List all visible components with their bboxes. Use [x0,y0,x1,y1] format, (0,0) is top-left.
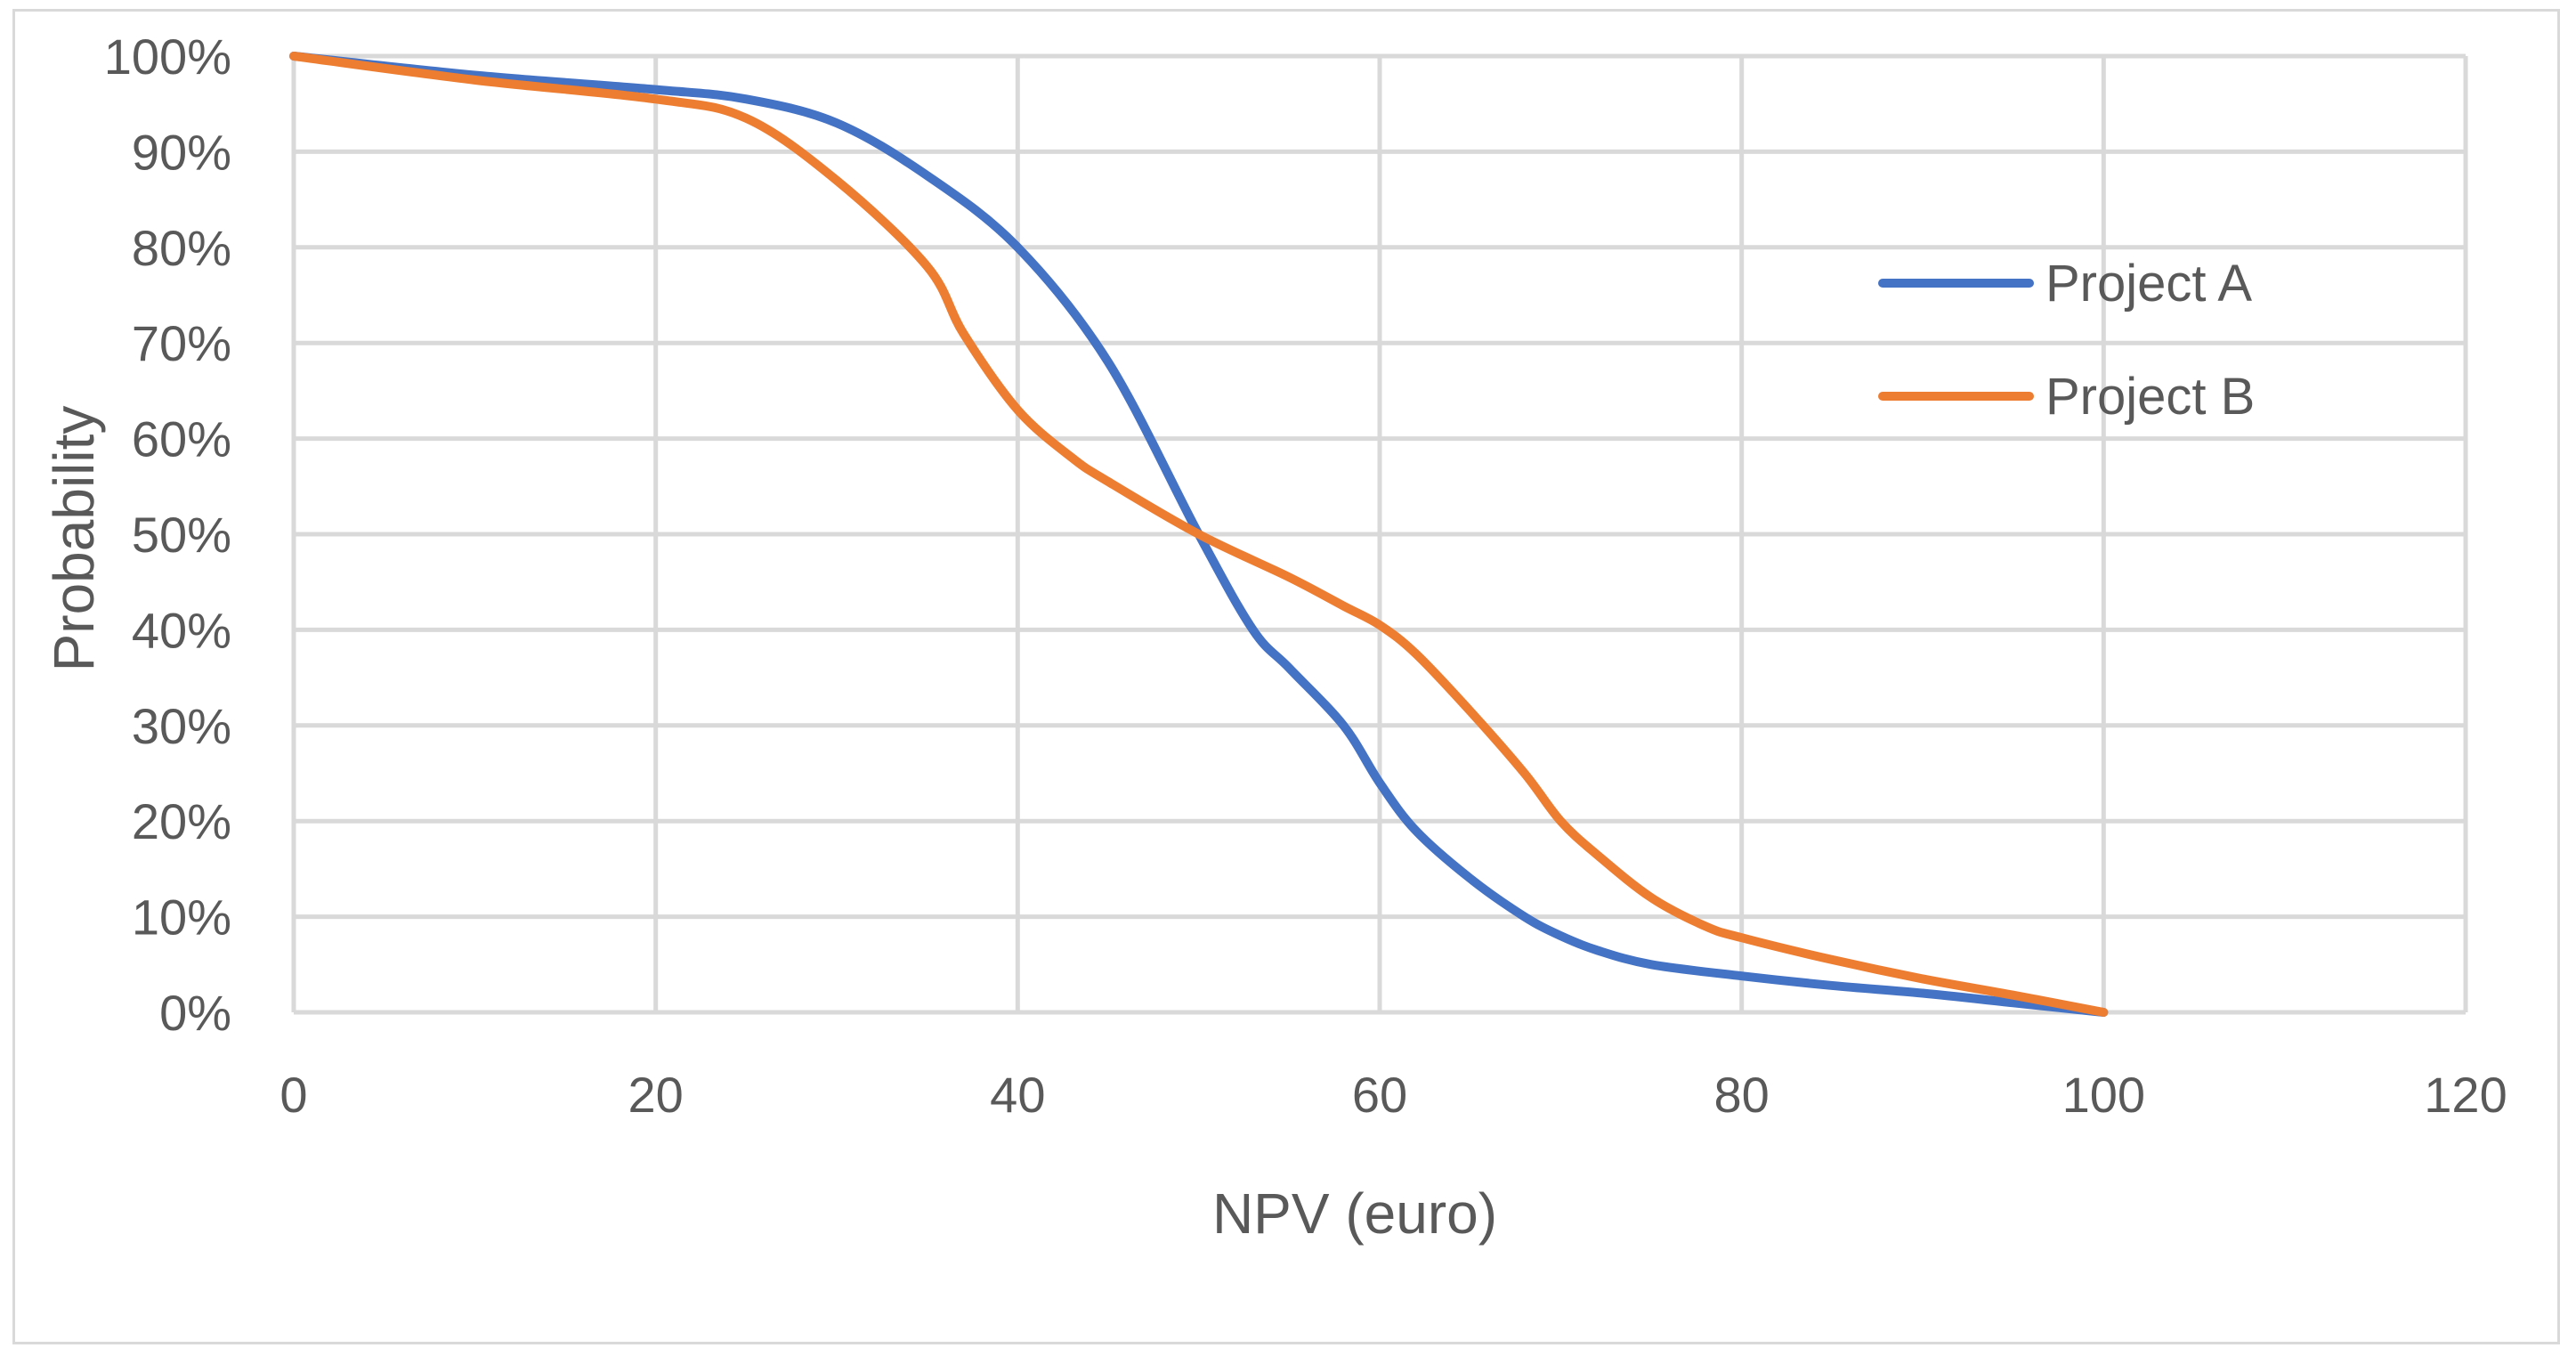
x-tick-label: 20 [628,1067,684,1123]
grid-lines [291,53,2468,1015]
y-axis-title: Probability [42,406,106,672]
x-tick-label: 100 [2062,1067,2145,1123]
x-tick-label: 80 [1714,1067,1770,1123]
y-tick-label: 60% [132,411,231,467]
y-tick-label: 80% [132,220,231,276]
y-tick-label: 50% [132,507,231,563]
legend-label-project-a: Project A [2045,255,2252,313]
legend: Project A Project B [1878,255,2255,426]
series-line-project-a [289,52,2109,1017]
chart-frame [12,9,2560,1344]
x-tick-label: 60 [1352,1067,1407,1123]
legend-label-project-b: Project B [2045,368,2255,426]
series-line-project-b [289,52,2109,1017]
x-axis-tick-labels: 0 20 40 60 80 100 120 [279,1067,2507,1123]
x-tick-label: 120 [2424,1067,2507,1123]
y-tick-label: 0% [159,985,231,1041]
x-tick-label: 0 [279,1067,307,1123]
series-lines [289,52,2109,1017]
y-axis-tick-labels: 0% 10% 20% 30% 40% 50% 60% 70% 80% 90% 100% [104,28,231,1041]
y-tick-label: 30% [132,698,231,754]
x-axis-title: NPV (euro) [1212,1181,1497,1246]
y-tick-label: 70% [132,315,231,371]
y-tick-label: 40% [132,602,231,658]
x-tick-label: 40 [990,1067,1045,1123]
y-tick-label: 100% [104,28,231,85]
y-tick-label: 20% [132,793,231,849]
y-tick-label: 10% [132,889,231,946]
y-tick-label: 90% [132,124,231,180]
